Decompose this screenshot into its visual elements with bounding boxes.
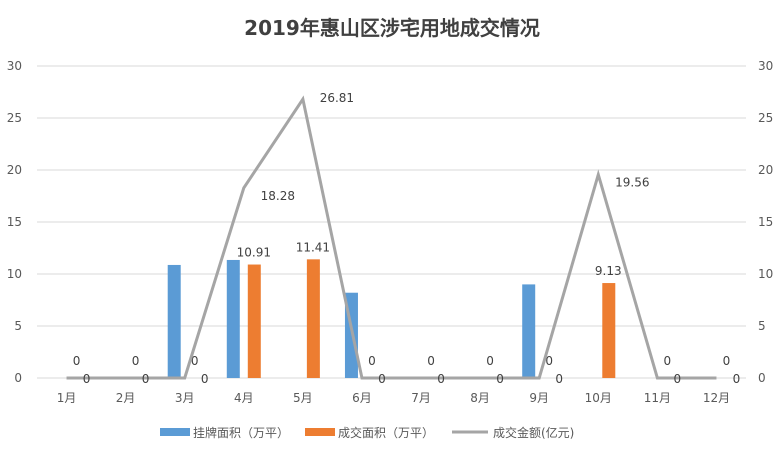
- x-tick-label: 4月: [234, 391, 254, 405]
- data-label-deal-amount: 0: [555, 372, 563, 386]
- legend-label: 成交面积（万平）: [338, 425, 434, 440]
- data-label-deal-amount: 0: [83, 372, 91, 386]
- y2-tick-label: 0: [758, 371, 766, 385]
- data-label-sold-area: 0: [664, 354, 672, 368]
- bar-listed-area: [226, 259, 240, 378]
- x-tick-label: 9月: [529, 391, 549, 405]
- data-label-deal-amount: 0: [142, 372, 150, 386]
- y2-tick-label: 20: [758, 163, 773, 177]
- bar-listed-area: [167, 264, 181, 378]
- data-label-deal-amount: 18.28: [261, 189, 295, 203]
- y2-tick-label: 5: [758, 319, 766, 333]
- y2-tick-label: 30: [758, 59, 773, 73]
- data-label-deal-amount: 0: [201, 372, 209, 386]
- data-label-sold-area: 0: [132, 354, 140, 368]
- data-label-sold-area: 0: [191, 354, 199, 368]
- data-label-deal-amount: 19.56: [615, 176, 649, 190]
- data-label-sold-area: 0: [368, 354, 376, 368]
- x-tick-label: 1月: [57, 391, 77, 405]
- data-label-sold-area: 0: [486, 354, 494, 368]
- bar-listed-area: [522, 284, 536, 378]
- x-tick-label: 8月: [470, 391, 490, 405]
- data-label-deal-amount: 0: [378, 372, 386, 386]
- chart-title: 2019年惠山区涉宅用地成交情况: [244, 16, 540, 40]
- line-deal-amount: [66, 95, 717, 380]
- y-tick-label: 20: [7, 163, 22, 177]
- data-label-sold-area: 0: [545, 354, 553, 368]
- legend-swatch: [305, 428, 335, 436]
- y-tick-label: 15: [7, 215, 22, 229]
- bar-sold-area: [247, 264, 261, 378]
- data-label-sold-area: 0: [73, 354, 81, 368]
- data-label-sold-area: 9.13: [595, 264, 622, 278]
- x-tick-label: 10月: [585, 391, 612, 405]
- x-tick-label: 7月: [411, 391, 431, 405]
- x-tick-label: 2月: [116, 391, 136, 405]
- data-label-deal-amount: 0: [437, 372, 445, 386]
- data-label-deal-amount: 0: [496, 372, 504, 386]
- data-label-deal-amount: 26.81: [320, 91, 354, 105]
- legend-swatch: [160, 428, 190, 436]
- y-tick-label: 10: [7, 267, 22, 281]
- y2-tick-label: 15: [758, 215, 773, 229]
- y-tick-label: 5: [14, 319, 22, 333]
- x-tick-label: 6月: [352, 391, 372, 405]
- data-label-sold-area: 0: [427, 354, 435, 368]
- y-tick-label: 25: [7, 111, 22, 125]
- y2-tick-label: 25: [758, 111, 773, 125]
- data-label-sold-area: 10.91: [237, 246, 271, 260]
- legend-label: 挂牌面积（万平）: [193, 426, 289, 440]
- x-tick-label: 11月: [644, 391, 671, 405]
- bar-sold-area: [602, 283, 616, 378]
- y2-tick-label: 10: [758, 267, 773, 281]
- data-label-deal-amount: 0: [733, 372, 741, 386]
- x-tick-label: 12月: [703, 391, 730, 405]
- x-tick-label: 5月: [293, 391, 313, 405]
- bar-sold-area: [306, 259, 320, 378]
- y-tick-label: 0: [14, 371, 22, 385]
- data-label-deal-amount: 0: [674, 372, 682, 386]
- legend-label: 成交金额(亿元): [493, 425, 574, 440]
- y-tick-label: 30: [7, 59, 22, 73]
- data-label-sold-area: 11.41: [296, 240, 330, 254]
- data-label-sold-area: 0: [723, 354, 731, 368]
- x-tick-label: 3月: [175, 391, 195, 405]
